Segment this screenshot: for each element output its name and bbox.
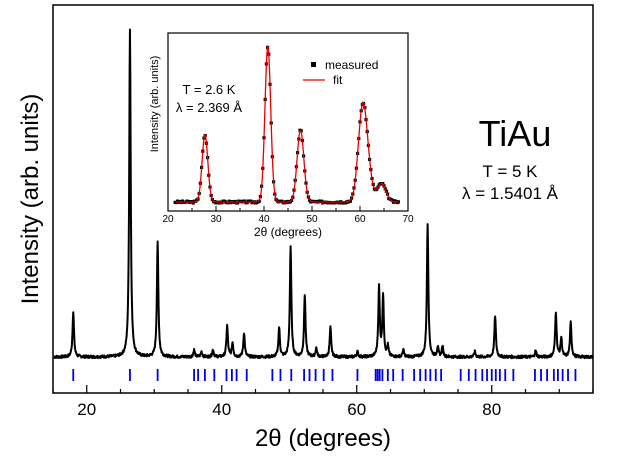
inset-x-tick-label: 50 [306,214,318,225]
inset-x-tick-label: 30 [210,214,222,225]
inset-measured-point [243,199,247,203]
legend-measured-marker [311,62,316,67]
reflection-markers [72,369,577,381]
inset-measured-point [249,199,253,203]
inset-temperature-label: T = 2.6 K [183,82,236,97]
inset-measured-point [236,201,240,205]
legend-fit-label: fit [333,73,343,87]
inset-measured-point [320,199,324,203]
inset-x-tick-label: 20 [162,214,174,225]
inset-measured-point [390,198,394,202]
main-x-tick-label: 40 [212,400,231,419]
main-x-ticks: 20 40 60 80 [52,385,594,419]
inset-x-tick-label: 70 [402,214,414,225]
inset-x-ticks: 20 30 40 50 60 70 [162,206,414,225]
main-pattern-line [53,28,594,360]
main-y-axis-label: Intensity (arb. units) [17,94,44,305]
inset-wavelength-label: λ = 2.369 Å [176,100,242,115]
inset-measured-point [191,201,195,205]
inset-x-tick-label: 40 [258,214,270,225]
inset-x-axis-label: 2θ (degrees) [254,225,322,239]
main-x-axis-label: 2θ (degrees) [255,425,391,452]
main-x-tick-label: 80 [482,400,501,419]
main-x-tick-label: 20 [77,400,96,419]
inset-measured-point [348,199,352,203]
compound-label: TiAu [479,113,552,154]
main-x-tick-label: 60 [347,400,366,419]
inset-y-axis-label: Intensity (arb. units) [149,56,161,153]
legend-measured-label: measured [325,58,378,72]
main-wavelength-label: λ = 1.5401 Å [462,184,559,203]
inset-x-tick-label: 60 [354,214,366,225]
inset-fit-line [175,44,399,203]
main-temperature-label: T = 5 K [483,162,539,181]
